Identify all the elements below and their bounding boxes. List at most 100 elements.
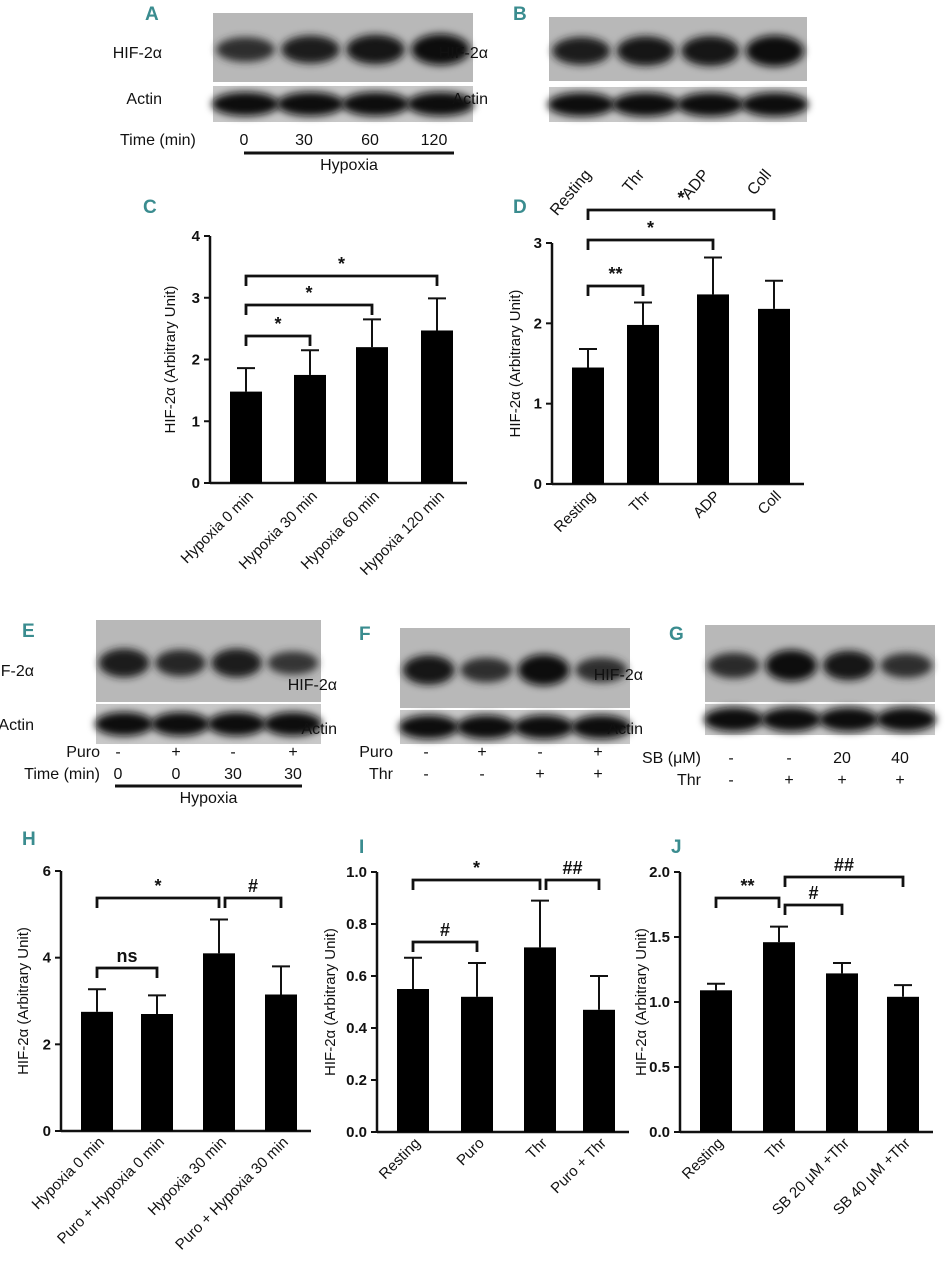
significance-label: ** [740, 876, 754, 896]
y-tick-label: 0.8 [346, 916, 367, 933]
category-label: Coll [755, 488, 785, 518]
significance-bracket [783, 875, 905, 887]
hif-band [216, 37, 275, 62]
bar [141, 1014, 173, 1131]
blot-panel-F [398, 628, 632, 744]
bar-chart-C [204, 235, 467, 485]
blot-footer-label: Thr [369, 766, 394, 783]
panel-label: F [359, 624, 371, 645]
bar [826, 973, 858, 1132]
significance-label: # [440, 920, 450, 940]
bar [758, 308, 790, 484]
bar-chart-I [371, 871, 629, 1134]
lane-value: - [230, 744, 235, 761]
hif-band [681, 35, 740, 67]
bar [627, 324, 659, 484]
bar [230, 391, 262, 483]
category-label: Thr [626, 488, 654, 516]
y-tick-label: 1.5 [649, 929, 670, 946]
lane-value: - [537, 744, 542, 761]
lane-value: + [784, 772, 793, 789]
hif-band [267, 651, 319, 675]
blot-footer-label: Puro [359, 744, 393, 761]
blot-footer-label: Thr [677, 772, 702, 789]
lane-value: 60 [361, 132, 379, 149]
actin-band [761, 707, 822, 732]
actin-band [263, 712, 323, 736]
actin-band [703, 707, 764, 732]
significance-bracket [244, 334, 312, 346]
bar [572, 367, 604, 484]
actin-band [211, 92, 280, 116]
blot-row-label: Actin [607, 721, 643, 738]
category-label: Puro + Hypoxia 30 min [172, 1134, 292, 1254]
significance-bracket [411, 878, 542, 890]
significance-bracket [244, 303, 374, 315]
hypoxia-label: Hypoxia [320, 157, 378, 174]
blot-panel-B [547, 17, 809, 122]
blot-row-label: HIF-2α [288, 677, 337, 694]
bar [697, 294, 729, 484]
hif-band [616, 36, 675, 66]
category-label: Resting [551, 488, 599, 536]
lane-value: 30 [295, 132, 313, 149]
y-tick-label: 0 [534, 476, 542, 493]
actin-band [547, 92, 615, 117]
panel-label: B [513, 4, 527, 25]
y-axis-label: HIF-2α (Arbitrary Unit) [633, 928, 650, 1076]
y-tick-label: 0 [43, 1123, 51, 1140]
y-tick-label: 1 [192, 413, 200, 430]
significance-bracket [244, 274, 439, 286]
bar-chart-D [546, 208, 804, 486]
y-tick-label: 2.0 [649, 864, 670, 881]
significance-label: * [677, 188, 684, 208]
significance-label: ** [608, 264, 622, 284]
actin-band [276, 92, 345, 116]
hif-band [575, 657, 628, 683]
significance-bracket [544, 878, 601, 890]
significance-bracket [95, 896, 221, 908]
category-label: Puro + Hypoxia 0 min [54, 1134, 168, 1248]
significance-label: ## [562, 858, 582, 878]
lane-value: 30 [284, 766, 302, 783]
category-label: Resting [679, 1135, 727, 1183]
actin-band [741, 92, 809, 117]
lane-label: Thr [620, 166, 649, 196]
category-label: Thr [762, 1135, 790, 1163]
hif-band [402, 655, 455, 685]
significance-label: ## [834, 855, 854, 875]
significance-label: * [473, 858, 480, 878]
panel-label: G [669, 624, 684, 645]
hif-band [517, 654, 570, 686]
blot-row-label: Actin [126, 91, 162, 108]
actin-band [571, 715, 632, 739]
bar-chart-H [55, 870, 311, 1133]
lane-value: - [479, 766, 484, 783]
hif-band [745, 35, 804, 67]
bar [397, 989, 429, 1132]
bar [524, 947, 556, 1132]
category-label: Puro + Thr [548, 1135, 610, 1197]
panel-label: H [22, 829, 36, 850]
y-tick-label: 0.6 [346, 968, 367, 985]
y-tick-label: 0.0 [346, 1124, 367, 1141]
y-tick-label: 1.0 [346, 864, 367, 881]
blot-footer-label: SB (μM) [642, 750, 701, 767]
y-tick-label: 1 [534, 396, 542, 413]
significance-bracket [223, 896, 283, 908]
significance-label: * [274, 314, 281, 334]
bar [421, 330, 453, 483]
panel-label: D [513, 197, 527, 218]
actin-band [612, 92, 680, 117]
hif-band [765, 649, 818, 682]
blot-row-label: HIF-2α [439, 45, 488, 62]
bar [583, 1009, 615, 1132]
y-tick-label: 4 [43, 950, 52, 967]
category-label: ADP [690, 488, 724, 522]
bar [356, 347, 388, 483]
significance-bracket [586, 238, 715, 250]
y-tick-label: 0 [192, 475, 200, 492]
significance-bracket [714, 896, 781, 908]
lane-value: - [728, 772, 733, 789]
hif-band [281, 35, 340, 64]
